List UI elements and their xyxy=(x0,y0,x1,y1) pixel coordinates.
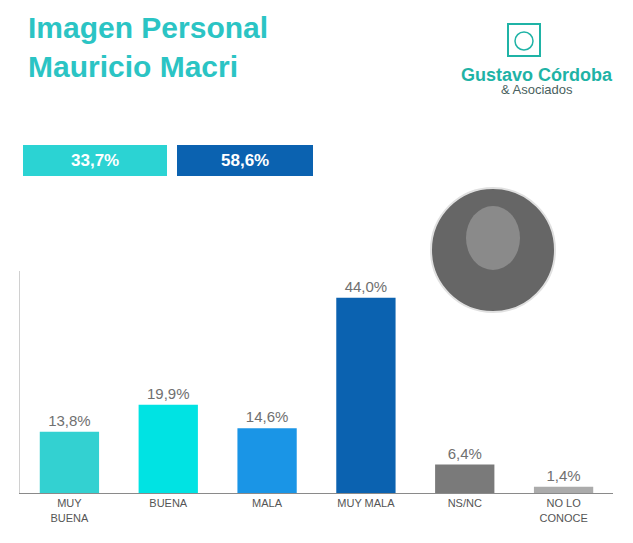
svg-text:NS/NC: NS/NC xyxy=(448,497,482,509)
svg-text:MUY MALA: MUY MALA xyxy=(337,497,395,509)
svg-text:Imagen PersonalMauricio Macri: Imagen PersonalMauricio Macri xyxy=(28,11,268,83)
svg-text:Gustavo Córdoba: Gustavo Córdoba xyxy=(461,65,613,85)
svg-text:MALA: MALA xyxy=(252,497,283,509)
svg-text:58,6%: 58,6% xyxy=(221,151,269,170)
svg-text:MUYBUENA: MUYBUENA xyxy=(50,497,89,523)
svg-text:33,7%: 33,7% xyxy=(71,151,119,170)
svg-text:6,4%: 6,4% xyxy=(448,445,482,462)
svg-text:19,9%: 19,9% xyxy=(147,385,190,402)
svg-text:NO LOCONOCE: NO LOCONOCE xyxy=(539,497,587,523)
svg-text:13,8%: 13,8% xyxy=(48,412,91,429)
svg-text:& Asociados: & Asociados xyxy=(501,82,573,97)
svg-text:44,0%: 44,0% xyxy=(345,278,388,295)
svg-text:14,6%: 14,6% xyxy=(246,408,289,425)
svg-text:BUENA: BUENA xyxy=(149,497,188,509)
svg-text:1,4%: 1,4% xyxy=(546,467,580,484)
